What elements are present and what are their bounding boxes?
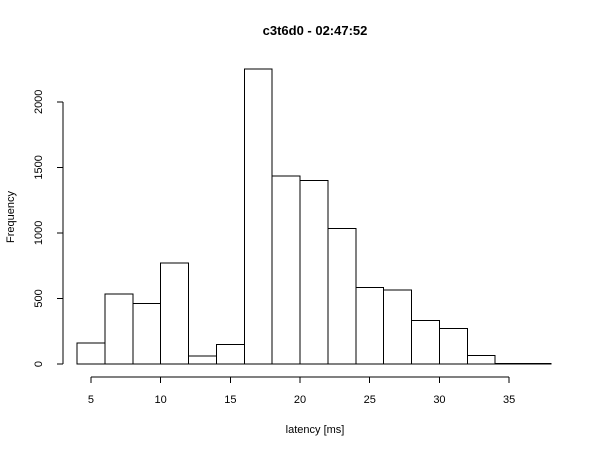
y-tick-label: 500 — [33, 289, 45, 307]
histogram-bar-16 — [522, 363, 552, 365]
x-tick-label: 25 — [364, 394, 376, 406]
y-axis: 0 500 1000 1500 2000 — [33, 90, 64, 367]
histogram-bars — [76, 68, 552, 365]
x-tick-label: 15 — [224, 394, 236, 406]
y-tick-label: 2000 — [33, 90, 45, 114]
y-tick-label: 1500 — [33, 155, 45, 179]
x-tick-label: 10 — [155, 394, 167, 406]
histogram-bar-10 — [355, 286, 385, 365]
histogram-bar-3 — [160, 262, 190, 365]
chart-title: c3t6d0 - 02:47:52 — [263, 23, 368, 38]
histogram-bar-0 — [76, 342, 106, 365]
histogram-bar-14 — [466, 355, 496, 365]
histogram-bar-13 — [438, 328, 468, 365]
y-tick-label: 1000 — [33, 221, 45, 245]
histogram-bar-8 — [299, 180, 329, 365]
y-tick-label: 0 — [33, 361, 45, 367]
histogram-bar-5 — [215, 343, 245, 365]
x-tick-label: 5 — [88, 394, 94, 406]
histogram-bar-6 — [243, 68, 273, 365]
histogram-bar-12 — [411, 320, 441, 365]
histogram-bar-2 — [132, 303, 162, 365]
histogram-bar-15 — [494, 362, 524, 365]
histogram-bar-9 — [327, 227, 357, 365]
histogram-bar-4 — [188, 355, 217, 365]
x-tick-label: 30 — [433, 394, 445, 406]
x-axis: 5 10 15 20 25 30 35 — [88, 376, 515, 406]
histogram-bar-11 — [383, 289, 413, 365]
x-tick-label: 35 — [503, 394, 515, 406]
histogram-bar-1 — [104, 293, 134, 365]
x-tick-label: 20 — [294, 394, 306, 406]
y-axis-label: Frequency — [5, 191, 17, 243]
histogram-bar-7 — [271, 175, 301, 365]
x-axis-label: latency [ms] — [286, 424, 345, 436]
